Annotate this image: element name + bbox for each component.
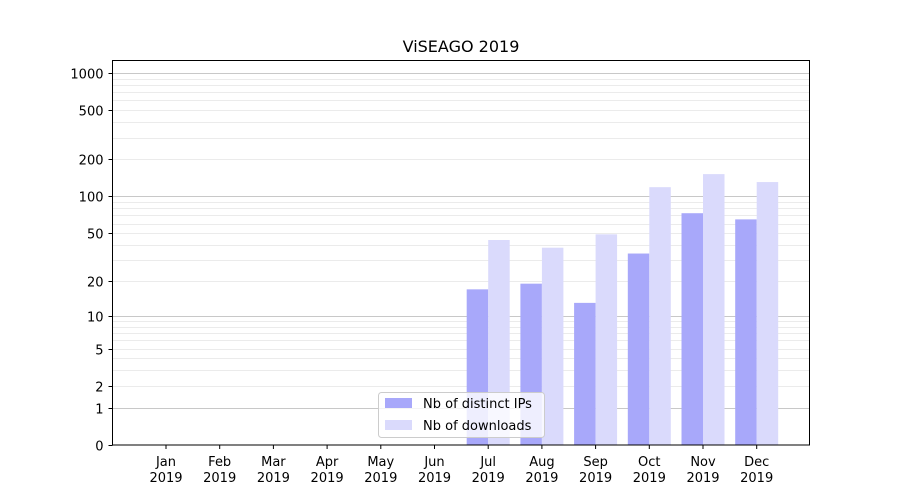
x-tick-label-month: Nov (690, 455, 716, 470)
x-tick-label-year: 2019 (257, 471, 290, 486)
legend-swatch-downloads (385, 420, 412, 430)
x-tick-label-month: Jan (155, 455, 176, 470)
y-axis: 0 1 2 5 10 20 50 100 200 500 1000 (70, 68, 113, 455)
bar-distinct-ips (735, 219, 757, 445)
x-axis: Jan2019Feb2019Mar2019Apr2019May2019Jun20… (149, 445, 773, 486)
x-tick-label-year: 2019 (311, 471, 344, 486)
y-tick-label: 200 (79, 154, 104, 169)
x-tick-label-month: Jun (423, 455, 444, 470)
y-tick-label: 1000 (70, 68, 103, 83)
y-tick-label: 50 (87, 228, 104, 243)
x-tick-label-year: 2019 (149, 471, 182, 486)
legend-frame (378, 392, 545, 438)
x-tick-label-year: 2019 (686, 471, 719, 486)
x-tick-label-year: 2019 (579, 471, 612, 486)
bar-downloads (541, 247, 564, 445)
bar-distinct-ips (574, 302, 596, 445)
x-tick-label-month: Feb (208, 455, 231, 470)
x-tick-label-month: Mar (261, 455, 286, 470)
chart-title: ViSEAGO 2019 (403, 37, 520, 56)
x-tick-label-month: Jul (479, 455, 496, 470)
x-tick-label-year: 2019 (472, 471, 505, 486)
legend-label-ips: Nb of distinct IPs (423, 397, 532, 412)
x-tick-label-year: 2019 (525, 471, 558, 486)
bar-downloads (595, 234, 618, 445)
bar-downloads (649, 187, 671, 445)
y-tick-label: 0 (95, 440, 103, 455)
x-tick-label-month: Aug (529, 455, 554, 470)
x-tick-label-year: 2019 (203, 471, 236, 486)
y-tick-label: 100 (79, 191, 104, 206)
x-tick-label-year: 2019 (364, 471, 397, 486)
y-tick-label: 1 (95, 403, 103, 418)
x-tick-label-month: Sep (583, 455, 608, 470)
bar-distinct-ips (627, 253, 650, 445)
bar-distinct-ips (681, 213, 703, 445)
x-tick-label-year: 2019 (740, 471, 773, 486)
bar-downloads (756, 182, 779, 445)
x-tick-label-year: 2019 (418, 471, 451, 486)
x-tick-label-year: 2019 (633, 471, 666, 486)
plot-frame (112, 60, 810, 446)
legend-label-downloads: Nb of downloads (423, 419, 532, 434)
y-tick-label: 5 (95, 344, 103, 359)
y-tick-label: 2 (95, 381, 103, 396)
y-tick-label: 500 (79, 105, 104, 120)
x-tick-label-month: Dec (744, 455, 769, 470)
x-tick-label-month: Oct (638, 455, 660, 470)
bars-layer (466, 174, 779, 445)
x-tick-label-month: Apr (316, 455, 339, 470)
y-tick-label: 20 (87, 276, 104, 291)
y-tick-label: 10 (87, 311, 104, 326)
legend: Nb of distinct IPs Nb of downloads (378, 392, 545, 438)
legend-swatch-ips (385, 398, 412, 408)
bar-downloads (703, 174, 725, 445)
x-tick-label-month: May (367, 455, 394, 470)
